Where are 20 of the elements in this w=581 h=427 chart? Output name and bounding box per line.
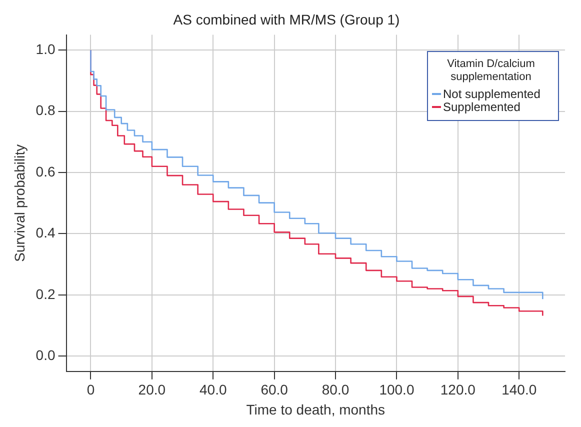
chart-title: AS combined with MR/MS (Group 1) xyxy=(173,11,400,28)
legend-label: Supplemented xyxy=(443,100,520,114)
x-tick-label: 120.0 xyxy=(440,382,476,398)
y-tick-label: 1.0 xyxy=(36,40,56,57)
x-tick-label: 80.0 xyxy=(322,382,350,398)
x-tick-label: 60.0 xyxy=(260,382,288,398)
y-tick-label: 0.6 xyxy=(36,163,56,180)
y-tick-label: 0.0 xyxy=(36,346,56,363)
y-axis-title: Survival probability xyxy=(11,144,28,262)
x-tick-label: 140.0 xyxy=(502,382,537,398)
legend-label: Not supplemented xyxy=(443,86,540,101)
x-tick-label: 20.0 xyxy=(138,382,166,398)
y-tick-label: 0.4 xyxy=(36,224,56,241)
x-tick-label: 40.0 xyxy=(200,382,227,398)
x-tick-label: 0 xyxy=(86,382,95,398)
legend-title: Vitamin D/calcium supplementation xyxy=(446,58,536,84)
x-axis-title: Time to death, months xyxy=(246,401,386,418)
x-tick-label: 100.0 xyxy=(379,382,414,398)
y-tick-label: 0.8 xyxy=(36,102,56,118)
y-tick-label: 0.2 xyxy=(36,286,56,302)
